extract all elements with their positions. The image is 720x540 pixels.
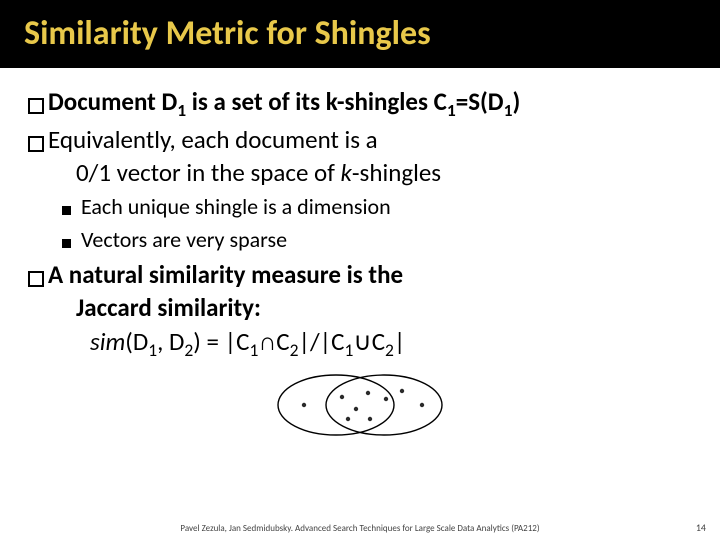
title-bar: Similarity Metric for Shingles [0, 0, 720, 68]
sub-bullet-2-text: Vectors are very sparse [81, 227, 287, 253]
bullet-1: Document D1 is a set of its k-shingles C… [28, 86, 692, 122]
jaccard-formula: sim(D1, D2) = |C1∩C2|/|C1∪C2| [90, 326, 692, 361]
bullet-3: A natural similarity measure is the [28, 259, 692, 290]
bullet-square-icon [28, 136, 44, 152]
venn-diagram [28, 369, 692, 441]
bullet-3-cont: Jaccard similarity: [76, 292, 692, 323]
slide-title: Similarity Metric for Shingles [24, 13, 431, 54]
page-number: 14 [696, 521, 706, 534]
bullet-square-icon [28, 98, 44, 114]
bullet-3-text: A natural similarity measure is the [48, 259, 403, 290]
bullet-2-cont: 0/1 vector in the space of k-shingles [76, 157, 692, 188]
footer-text: Pavel Zezula, Jan Sedmidubsky. Advanced … [0, 523, 720, 534]
bullet-1-text: Document D1 is a set of its k-shingles C… [48, 86, 520, 122]
sub-bullet-square-icon [62, 206, 71, 215]
bullet-square-icon [28, 271, 44, 287]
venn-svg [270, 369, 450, 441]
content-area: Document D1 is a set of its k-shingles C… [0, 68, 720, 441]
sub-bullet-1-text: Each unique shingle is a dimension [81, 194, 391, 220]
sub-bullet-square-icon [62, 239, 71, 248]
bullet-2-text: Equivalently, each document is a [48, 124, 378, 155]
sub-bullet-2: Vectors are very sparse [62, 227, 692, 253]
bullet-2: Equivalently, each document is a [28, 124, 692, 155]
sub-bullet-1: Each unique shingle is a dimension [62, 194, 692, 220]
